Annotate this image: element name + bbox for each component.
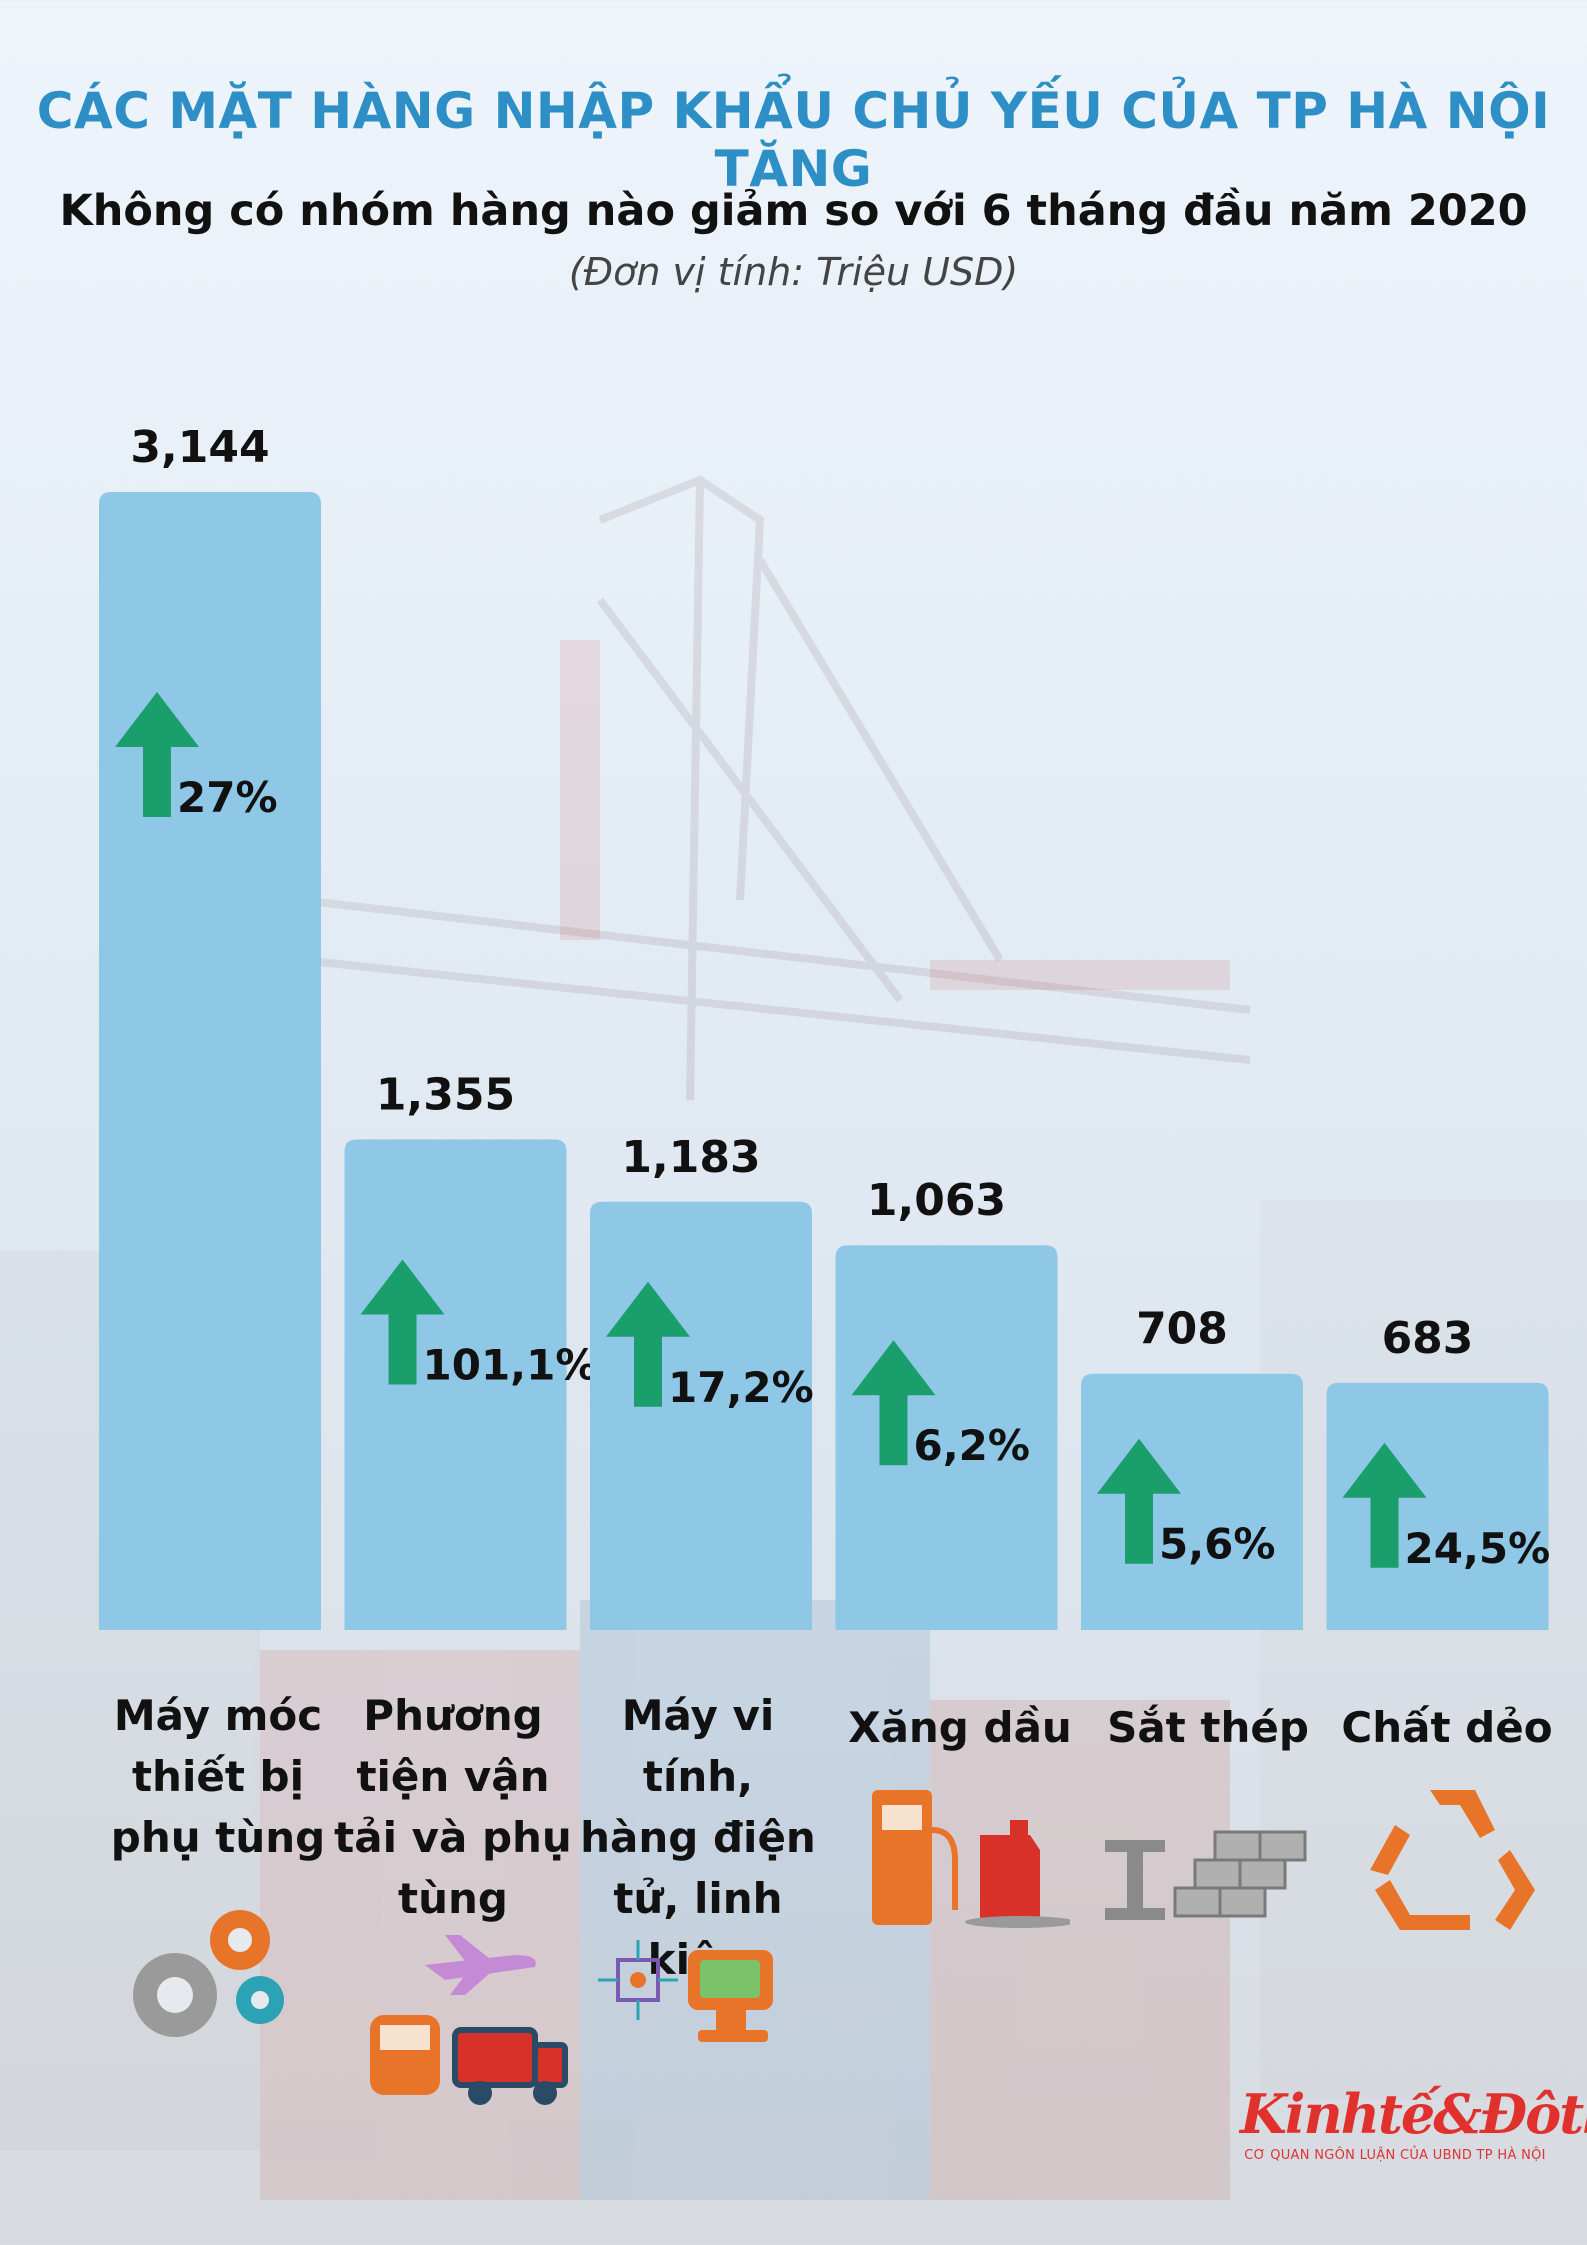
bar-0 (99, 492, 321, 1630)
value-label-1: 1,355 (376, 1070, 515, 1121)
chart-title: CÁC MẶT HÀNG NHẬP KHẨU CHỦ YẾU CỦA TP HÀ… (36, 82, 1551, 198)
publisher-logo: Kinhtế&Đôthị CƠ QUAN NGÔN LUẬN CỦA UBND … (1240, 2082, 1587, 2163)
value-label-0: 3,144 (130, 422, 269, 473)
growth-arrow-3 (851, 1340, 936, 1466)
growth-arrow-5 (1342, 1442, 1427, 1568)
bar-4 (1081, 1373, 1303, 1630)
category-label-transport: Phương tiện vận tải và phụ tùng (334, 1691, 572, 1923)
value-label-4: 708 (1136, 1304, 1228, 1355)
growth-label-2: 17,2% (668, 1363, 814, 1412)
category-label-steel: Sắt thép (1107, 1703, 1309, 1752)
value-label-2: 1,183 (621, 1132, 760, 1183)
growth-label-5: 24,5% (1405, 1524, 1551, 1573)
logo-tagline: CƠ QUAN NGÔN LUẬN CỦA UBND TP HÀ NỘI (1244, 2148, 1546, 2163)
growth-arrow-2 (606, 1281, 690, 1407)
category-label-fuel: Xăng dầu (848, 1703, 1072, 1752)
bar-1 (344, 1139, 567, 1630)
computer-chip-icon (598, 1940, 773, 2042)
growth-label-4: 5,6% (1159, 1520, 1275, 1569)
bar-3 (835, 1245, 1058, 1630)
bar-2 (590, 1201, 812, 1630)
growth-arrow-4 (1097, 1438, 1181, 1564)
category-label-machinery: Máy móc thiết bị phụ tùng (110, 1691, 326, 1862)
category-label-plastic: Chất dẻo (1341, 1703, 1553, 1752)
unit-label: (Đơn vị tính: Triệu USD) (568, 250, 1019, 294)
chart-subtitle: Không có nhóm hàng nào giảm so với 6 thá… (59, 186, 1528, 236)
value-label-3: 1,063 (867, 1175, 1006, 1226)
plane-train-truck-icon (370, 1935, 568, 2105)
growth-label-0: 27% (177, 773, 278, 822)
bar-5 (1326, 1382, 1549, 1630)
value-label-5: 683 (1382, 1313, 1474, 1364)
recycle-icon (1370, 1790, 1535, 1930)
steel-beam-bricks-icon (1105, 1830, 1307, 1920)
logo-name: Kinhtế&Đôthị (1240, 2082, 1587, 2146)
growth-label-1: 101,1% (423, 1341, 598, 1390)
growth-label-3: 6,2% (914, 1421, 1030, 1470)
gears-icon (133, 1910, 284, 2037)
fuel-pump-canister-icon (872, 1790, 1070, 1928)
growth-arrow-0 (115, 692, 199, 817)
growth-arrow-1 (360, 1259, 445, 1385)
